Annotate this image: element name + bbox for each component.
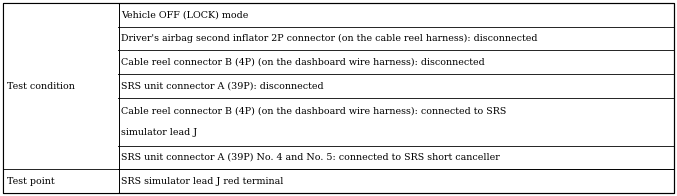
Text: Driver's airbag second inflator 2P connector (on the cable reel harness): discon: Driver's airbag second inflator 2P conne… [121, 34, 538, 43]
Text: Test point: Test point [7, 177, 54, 186]
Bar [4, 3, 118, 169]
Text: simulator lead J: simulator lead J [121, 128, 198, 137]
Text: Test condition: Test condition [7, 82, 74, 91]
Text: Cable reel connector B (4P) (on the dashboard wire harness): connected to SRS: Cable reel connector B (4P) (on the dash… [121, 107, 507, 116]
Text: SRS unit connector A (39P): disconnected: SRS unit connector A (39P): disconnected [121, 82, 324, 91]
Text: SRS simulator lead J red terminal: SRS simulator lead J red terminal [121, 177, 284, 186]
Bar [4, 170, 118, 193]
Text: Cable reel connector B (4P) (on the dashboard wire harness): disconnected: Cable reel connector B (4P) (on the dash… [121, 58, 485, 67]
Text: SRS unit connector A (39P) No. 4 and No. 5: connected to SRS short canceller: SRS unit connector A (39P) No. 4 and No.… [121, 153, 500, 162]
Text: Vehicle OFF (LOCK) mode: Vehicle OFF (LOCK) mode [121, 10, 248, 19]
